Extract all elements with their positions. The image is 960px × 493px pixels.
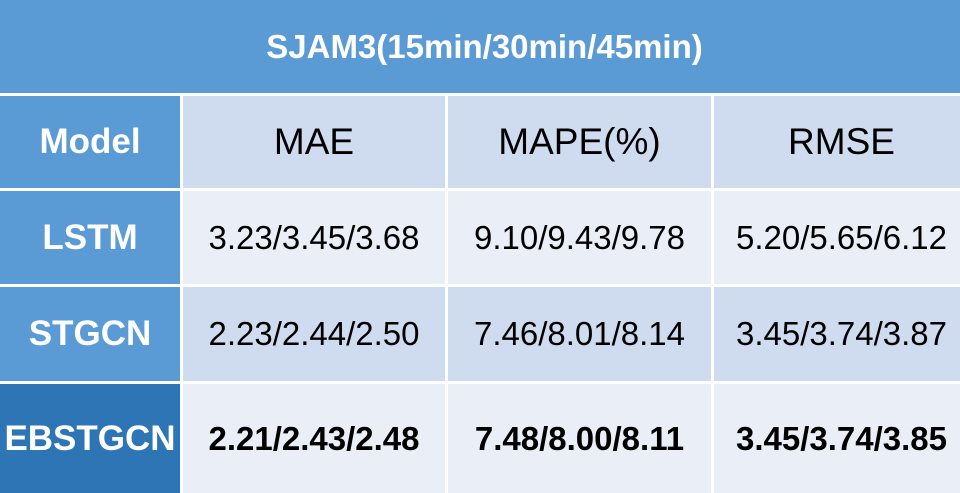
- column-header-mape: MAPE(%): [448, 96, 711, 188]
- cell-ebstgcn-mae: 2.21/2.43/2.48: [183, 384, 445, 493]
- row-label-stgcn: STGCN: [0, 287, 180, 381]
- cell-stgcn-mae: 2.23/2.44/2.50: [183, 287, 445, 381]
- row-label-ebstgcn: EBSTGCN: [0, 384, 180, 493]
- cell-lstm-rmse: 5.20/5.65/6.12: [714, 191, 960, 284]
- column-header-mae: MAE: [183, 96, 445, 188]
- column-header-rmse: RMSE: [714, 96, 960, 188]
- cell-ebstgcn-mape: 7.48/8.00/8.11: [448, 384, 711, 493]
- cell-stgcn-rmse: 3.45/3.74/3.87: [714, 287, 960, 381]
- cell-ebstgcn-rmse: 3.45/3.74/3.85: [714, 384, 960, 493]
- table-title: SJAM3(15min/30min/45min): [0, 0, 960, 93]
- column-header-model: Model: [0, 96, 180, 188]
- cell-lstm-mae: 3.23/3.45/3.68: [183, 191, 445, 284]
- row-label-lstm: LSTM: [0, 191, 180, 284]
- cell-lstm-mape: 9.10/9.43/9.78: [448, 191, 711, 284]
- cell-stgcn-mape: 7.46/8.01/8.14: [448, 287, 711, 381]
